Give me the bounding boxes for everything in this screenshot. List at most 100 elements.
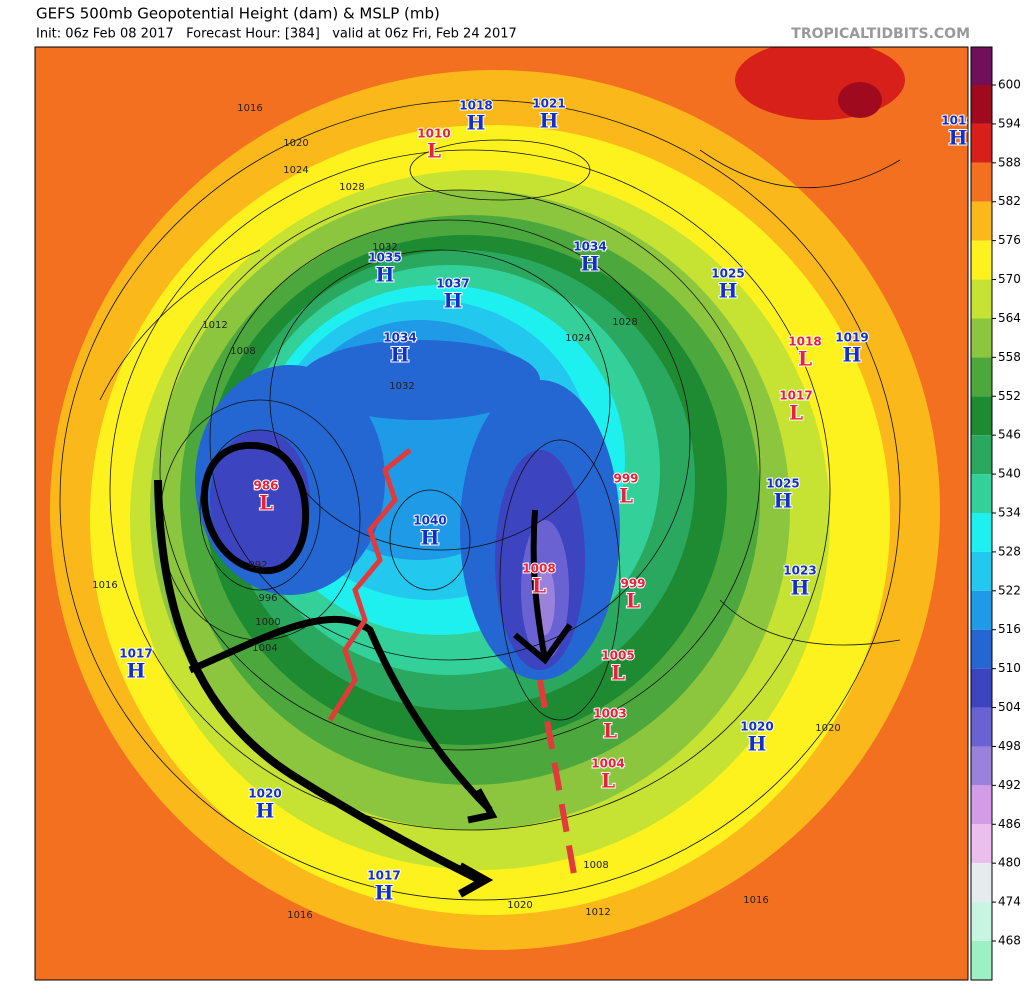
isobar-label: 1016: [743, 895, 768, 906]
colorbar-label: 558: [998, 350, 1021, 364]
isobars: [59, 99, 901, 901]
colorbar-cell: [971, 629, 992, 669]
colorbar-cell: [971, 824, 992, 864]
center-value: 1037: [436, 277, 469, 291]
center-value: 1025: [711, 267, 744, 281]
center-value: 1004: [591, 757, 624, 771]
center-value: 1003: [593, 707, 626, 721]
colorbar-cell: [971, 707, 992, 747]
isobar-label: 992: [248, 560, 267, 571]
colorbar-label: 498: [998, 739, 1021, 753]
center-letter: H: [748, 732, 767, 756]
colorbar-cell: [971, 590, 992, 630]
colorbar-label: 564: [998, 311, 1021, 325]
colorbar-label: 480: [998, 856, 1021, 870]
center-value: 1018: [788, 335, 821, 349]
center-letter: H: [774, 489, 793, 513]
colorbar-cell: [971, 668, 992, 708]
center-letter: H: [391, 343, 410, 367]
height-band: [300, 340, 540, 420]
colorbar-cell: [971, 435, 992, 475]
colorbar-cell: [971, 279, 992, 319]
center-letter: H: [843, 343, 862, 367]
center-letter: H: [949, 126, 968, 150]
isobar-label: 1012: [585, 907, 610, 918]
colorbar-cell: [971, 863, 992, 903]
colorbar-cell: [971, 357, 992, 397]
center-letter: H: [467, 111, 486, 135]
colorbar-label: 510: [998, 661, 1021, 675]
isobar-label: 1032: [389, 381, 414, 392]
jet-arrow: [154, 479, 482, 884]
colorbar-cell: [971, 474, 992, 513]
center-letter: H: [581, 252, 600, 276]
ridge-line: [327, 448, 412, 722]
colorbar-cell: [971, 902, 992, 941]
colorbar-cell: [971, 785, 992, 825]
subtitle: Init: 06z Feb 08 2017 Forecast Hour: [38…: [36, 27, 517, 42]
isobar-label: 1020: [507, 900, 532, 911]
center-letter: L: [798, 347, 812, 371]
isobar-label: 996: [258, 593, 277, 604]
center-value: 1040: [413, 514, 446, 528]
center-value: 1017: [119, 647, 152, 661]
center-letter: L: [259, 491, 273, 515]
center-value: 1017: [367, 869, 400, 883]
center-letter: H: [376, 263, 395, 287]
isobar-label: 1028: [612, 317, 637, 328]
center-value: 1005: [601, 649, 634, 663]
center-letter: H: [256, 799, 275, 823]
center-letter: L: [601, 769, 615, 793]
overlay: 1016 1020 1024 1028 1032 1012 1008 1004 1000 996 9…: [59, 96, 974, 921]
isobar-label: 1024: [565, 333, 590, 344]
center-value: 1020: [248, 787, 281, 801]
colorbar-label: 588: [998, 155, 1021, 169]
center-value: 1034: [383, 331, 416, 345]
center-letter: H: [375, 881, 394, 905]
colorbar-cell: [971, 941, 992, 980]
colorbar-label: 546: [998, 428, 1021, 442]
center-value: 1021: [532, 97, 565, 111]
center-value: 1010: [417, 127, 450, 141]
center-letter: L: [626, 589, 640, 613]
colorbar-cell: [971, 162, 992, 202]
colorbar-label: 600: [998, 78, 1021, 92]
center-value: 986: [253, 479, 278, 493]
center-letter: L: [789, 401, 803, 425]
colorbar-cell: [971, 396, 992, 436]
colorbar-label: 534: [998, 506, 1021, 520]
center-letter: H: [791, 576, 810, 600]
center-value: 1017: [779, 389, 812, 403]
colorbar-cell: [971, 513, 992, 552]
isobar-label: 1016: [237, 103, 262, 114]
colorbar-cell: [971, 85, 992, 124]
arrow-head: [458, 862, 494, 898]
colorbar-label: 594: [998, 116, 1021, 130]
isobar-label: 1008: [230, 346, 255, 357]
colorbar-cell: [971, 123, 992, 163]
map-frame: [34, 46, 969, 981]
center-letter: H: [719, 279, 738, 303]
center-letter: H: [444, 289, 463, 313]
colorbar-label: 552: [998, 389, 1021, 403]
center-letter: L: [532, 574, 546, 598]
colorbar-label: 474: [998, 895, 1021, 909]
colorbar-cell: [971, 551, 992, 591]
center-letter: H: [540, 109, 559, 133]
center-letter: L: [603, 719, 617, 743]
height-field: [35, 47, 968, 980]
isobar-label: 1032: [372, 242, 397, 253]
arrow-head: [467, 788, 498, 824]
isobar-label: 1020: [283, 138, 308, 149]
low-circle: [200, 441, 310, 574]
colorbar-label: 570: [998, 272, 1021, 286]
colorbar-label: 516: [998, 622, 1021, 636]
isobar-label: 1008: [583, 860, 608, 871]
colorbar-cell: [971, 47, 992, 85]
center-value: 1016: [941, 114, 974, 128]
isobar-label: 1012: [202, 320, 227, 331]
colorbar-label: 492: [998, 778, 1021, 792]
center-letter: L: [611, 661, 625, 685]
height-band: [210, 430, 310, 570]
colorbar-label: 486: [998, 817, 1021, 831]
